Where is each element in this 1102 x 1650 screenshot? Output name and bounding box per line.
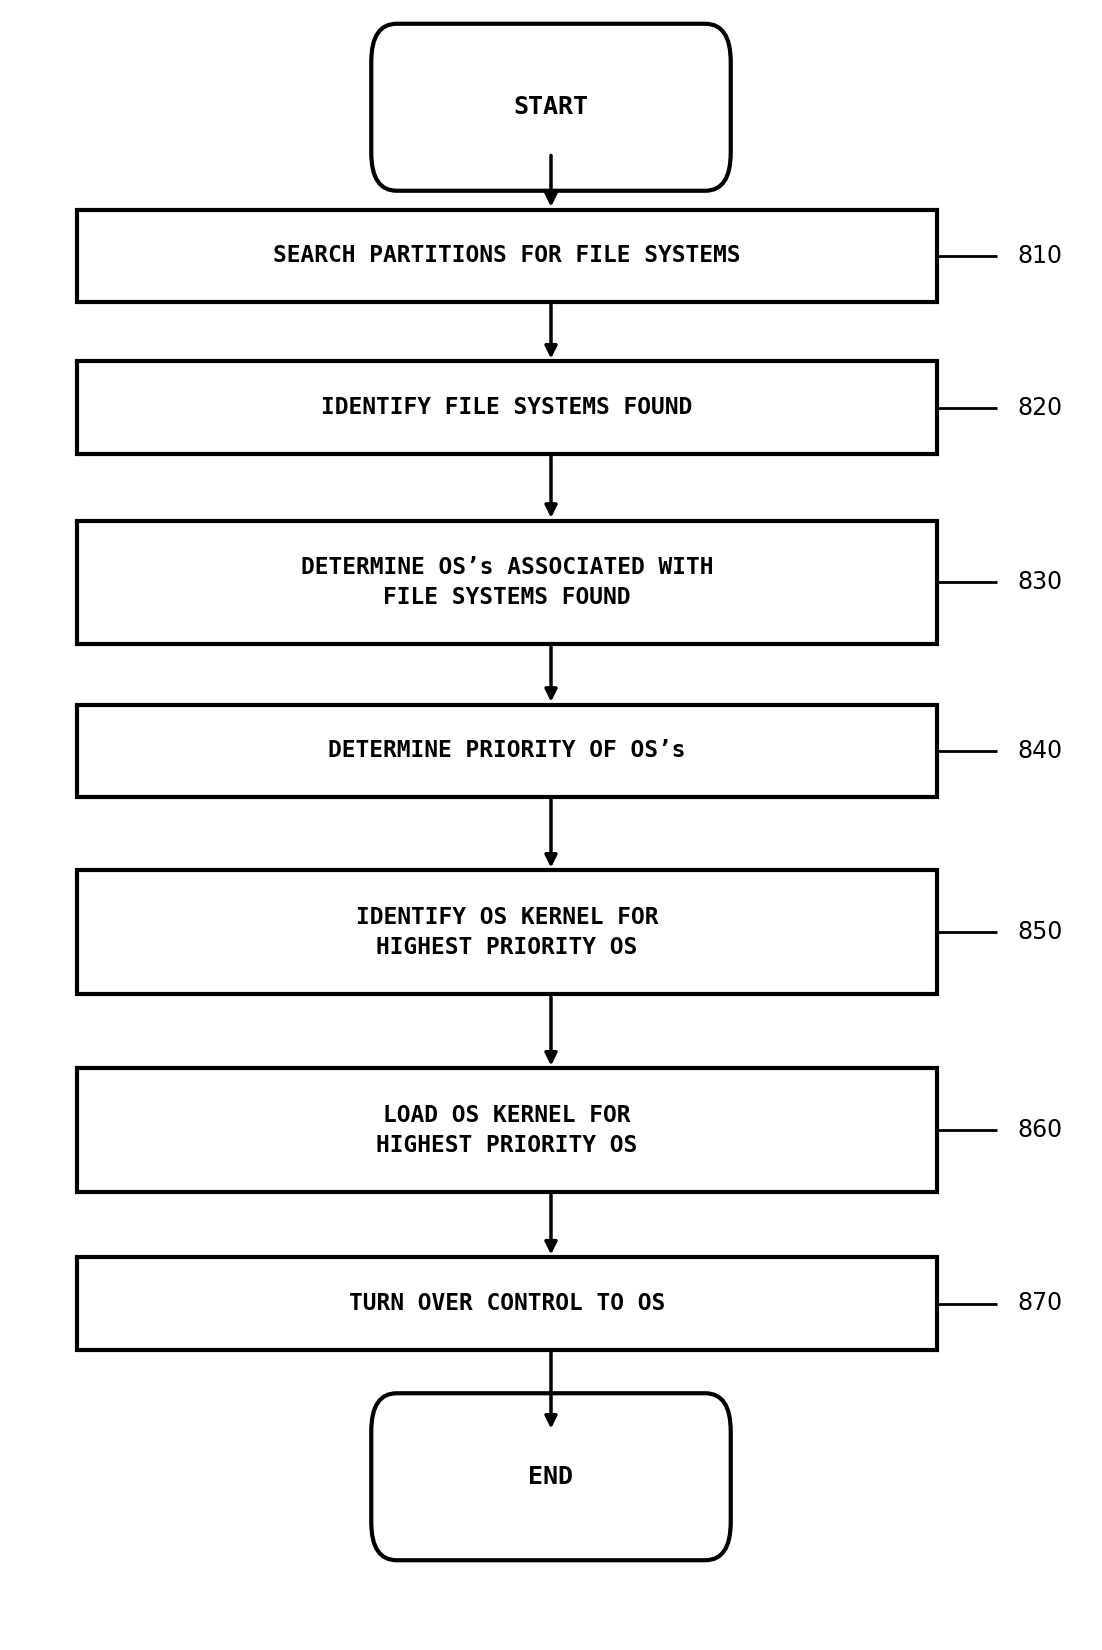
Text: LOAD OS KERNEL FOR
HIGHEST PRIORITY OS: LOAD OS KERNEL FOR HIGHEST PRIORITY OS bbox=[376, 1104, 638, 1157]
FancyBboxPatch shape bbox=[77, 210, 937, 302]
Text: DETERMINE OS’s ASSOCIATED WITH
FILE SYSTEMS FOUND: DETERMINE OS’s ASSOCIATED WITH FILE SYST… bbox=[301, 556, 713, 609]
Text: START: START bbox=[514, 96, 588, 119]
FancyBboxPatch shape bbox=[77, 521, 937, 644]
Text: 870: 870 bbox=[1017, 1292, 1062, 1315]
FancyBboxPatch shape bbox=[371, 23, 731, 191]
Text: 830: 830 bbox=[1017, 571, 1062, 594]
Text: TURN OVER CONTROL TO OS: TURN OVER CONTROL TO OS bbox=[349, 1292, 665, 1315]
FancyBboxPatch shape bbox=[77, 361, 937, 454]
Text: DETERMINE PRIORITY OF OS’s: DETERMINE PRIORITY OF OS’s bbox=[328, 739, 685, 762]
FancyBboxPatch shape bbox=[77, 1257, 937, 1350]
Text: SEARCH PARTITIONS FOR FILE SYSTEMS: SEARCH PARTITIONS FOR FILE SYSTEMS bbox=[273, 244, 741, 267]
Text: 820: 820 bbox=[1017, 396, 1062, 419]
Text: END: END bbox=[529, 1465, 573, 1488]
Text: 810: 810 bbox=[1017, 244, 1062, 267]
FancyBboxPatch shape bbox=[77, 871, 937, 993]
FancyBboxPatch shape bbox=[77, 705, 937, 797]
Text: 840: 840 bbox=[1017, 739, 1062, 762]
Text: 860: 860 bbox=[1017, 1119, 1062, 1142]
Text: 850: 850 bbox=[1017, 921, 1062, 944]
FancyBboxPatch shape bbox=[371, 1393, 731, 1561]
Text: IDENTIFY FILE SYSTEMS FOUND: IDENTIFY FILE SYSTEMS FOUND bbox=[322, 396, 692, 419]
Text: IDENTIFY OS KERNEL FOR
HIGHEST PRIORITY OS: IDENTIFY OS KERNEL FOR HIGHEST PRIORITY … bbox=[356, 906, 658, 959]
FancyBboxPatch shape bbox=[77, 1069, 937, 1191]
